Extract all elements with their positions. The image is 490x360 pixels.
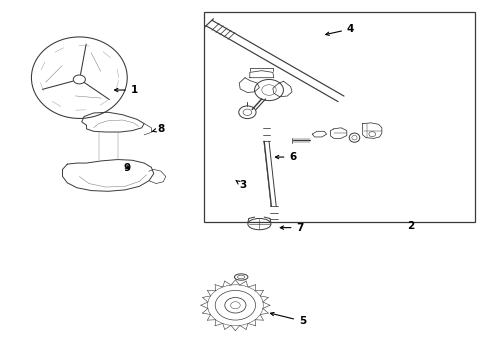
Text: 3: 3	[236, 180, 246, 190]
Bar	[204, 13, 475, 222]
Text: 1: 1	[115, 85, 138, 95]
Text: 4: 4	[326, 24, 354, 35]
Text: 7: 7	[280, 222, 304, 233]
Text: 2: 2	[407, 221, 414, 231]
Text: 9: 9	[124, 163, 131, 173]
Text: 6: 6	[275, 152, 296, 162]
Text: 5: 5	[270, 312, 306, 326]
Text: 8: 8	[152, 124, 165, 134]
